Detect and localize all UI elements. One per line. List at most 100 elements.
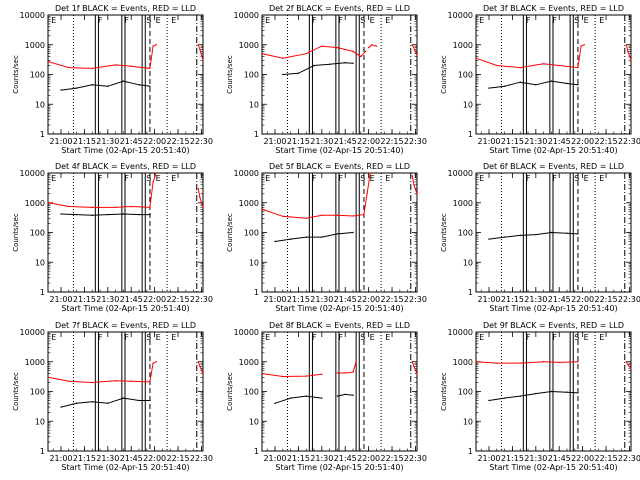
data-point (577, 361, 579, 363)
data-point (149, 85, 151, 88)
x-tick-label: 21:15 (287, 295, 310, 304)
x-tick-label: 22:00 (357, 137, 380, 146)
data-point (371, 44, 373, 46)
x-tick-label: 22:30 (404, 454, 427, 463)
flag-label: F (124, 174, 129, 183)
x-tick-label: 21:45 (120, 295, 143, 304)
y-tick-label: 1 (254, 130, 259, 139)
y-tick-label: 10000 (448, 169, 473, 178)
data-point (352, 231, 354, 234)
chart-panel-4: Det 4f BLACK = Events, RED = LLD 1 10 100 10… (12, 162, 213, 313)
data-point (577, 66, 579, 69)
y-tick-label: 1000 (25, 199, 45, 208)
data-point (321, 236, 323, 238)
data-point (352, 371, 354, 373)
lld-series-line (197, 44, 204, 61)
plot-frame (47, 172, 204, 293)
data-point (416, 193, 418, 195)
y-tick-label: 10 (463, 100, 473, 109)
flag-label: E (171, 16, 176, 25)
data-point (122, 80, 125, 82)
data-point (289, 238, 292, 240)
y-tick-label: 10000 (234, 11, 259, 20)
flag-label: S (360, 174, 365, 183)
data-point (68, 66, 70, 69)
data-point (580, 45, 582, 47)
data-point (496, 362, 498, 364)
data-point (107, 402, 109, 405)
data-point (344, 61, 346, 64)
flag-label: F (312, 16, 317, 25)
x-tick-label: 21:45 (334, 137, 357, 146)
x-tick-label: 22:00 (143, 137, 166, 146)
y-axis-label: Counts/sec (12, 372, 20, 411)
x-axis-label: Start Time (02-Apr-15 20:51:40) (61, 304, 189, 313)
lld-series-line (48, 44, 157, 69)
data-point (75, 87, 78, 89)
flag-label: S (146, 16, 151, 25)
events-series-line (282, 62, 354, 75)
x-tick-label: 21:15 (73, 137, 96, 146)
y-tick-label: 100 (244, 229, 259, 238)
data-point (577, 84, 579, 86)
data-point (202, 59, 204, 62)
x-tick-label: 21:15 (73, 295, 96, 304)
x-tick-label: 21:15 (287, 137, 310, 146)
y-tick-label: 10 (35, 258, 45, 267)
data-point (47, 60, 50, 63)
flag-label: E (156, 174, 161, 183)
data-point (68, 380, 70, 383)
y-axis-label: Counts/sec (440, 55, 448, 94)
data-point (411, 361, 414, 363)
x-tick-label: 21:00 (263, 454, 286, 463)
data-point (155, 361, 157, 363)
data-point (416, 372, 418, 375)
data-point (375, 45, 378, 47)
data-point (566, 391, 568, 393)
data-point (542, 361, 545, 363)
data-point (566, 82, 568, 85)
x-tick-label: 21:15 (287, 454, 310, 463)
x-tick-label: 21:45 (548, 295, 571, 304)
x-tick-label: 21:00 (263, 137, 286, 146)
chart-panel-6: Det 6f BLACK = Events, RED = LLD 1 10 100 10… (440, 162, 640, 313)
flag-label: F (552, 16, 557, 25)
flag-label: F (312, 174, 317, 183)
data-point (261, 53, 264, 55)
data-point (321, 397, 323, 399)
chart-panel-5: Det 5f BLACK = Events, RED = LLD 1 10 100 10… (226, 162, 427, 313)
data-point (261, 208, 264, 211)
y-axis-label: Counts/sec (440, 213, 448, 252)
x-tick-label: 21:45 (120, 454, 143, 463)
data-point (558, 64, 560, 67)
plot-frame (475, 14, 632, 135)
flag-label: S (360, 333, 365, 342)
data-point (68, 205, 70, 208)
data-point (199, 196, 201, 199)
flag-label: F (526, 16, 531, 25)
chart-panel-8: Det 8f BLACK = Events, RED = LLD 1 10 100 10… (226, 321, 427, 472)
data-point (363, 213, 365, 216)
x-tick-label: 22:15 (381, 454, 404, 463)
data-point (282, 73, 284, 76)
panel-title: Det 1f BLACK = Events, RED = LLD (55, 4, 196, 13)
data-point (503, 397, 506, 399)
panel-title: Det 9f BLACK = Events, RED = LLD (483, 321, 624, 330)
data-point (107, 213, 109, 216)
data-point (475, 361, 478, 363)
flag-label: E (370, 16, 375, 25)
data-point (577, 233, 579, 235)
data-point (91, 84, 93, 86)
data-point (414, 50, 417, 53)
x-tick-label: 21:00 (477, 454, 500, 463)
data-point (282, 375, 284, 378)
y-tick-label: 100 (458, 388, 473, 397)
data-point (542, 63, 545, 65)
data-point (199, 365, 201, 368)
flag-label: E (171, 333, 176, 342)
data-point (91, 67, 93, 70)
y-tick-label: 1000 (239, 199, 259, 208)
x-tick-label: 22:00 (357, 295, 380, 304)
data-point (305, 375, 307, 377)
data-point (364, 50, 367, 53)
